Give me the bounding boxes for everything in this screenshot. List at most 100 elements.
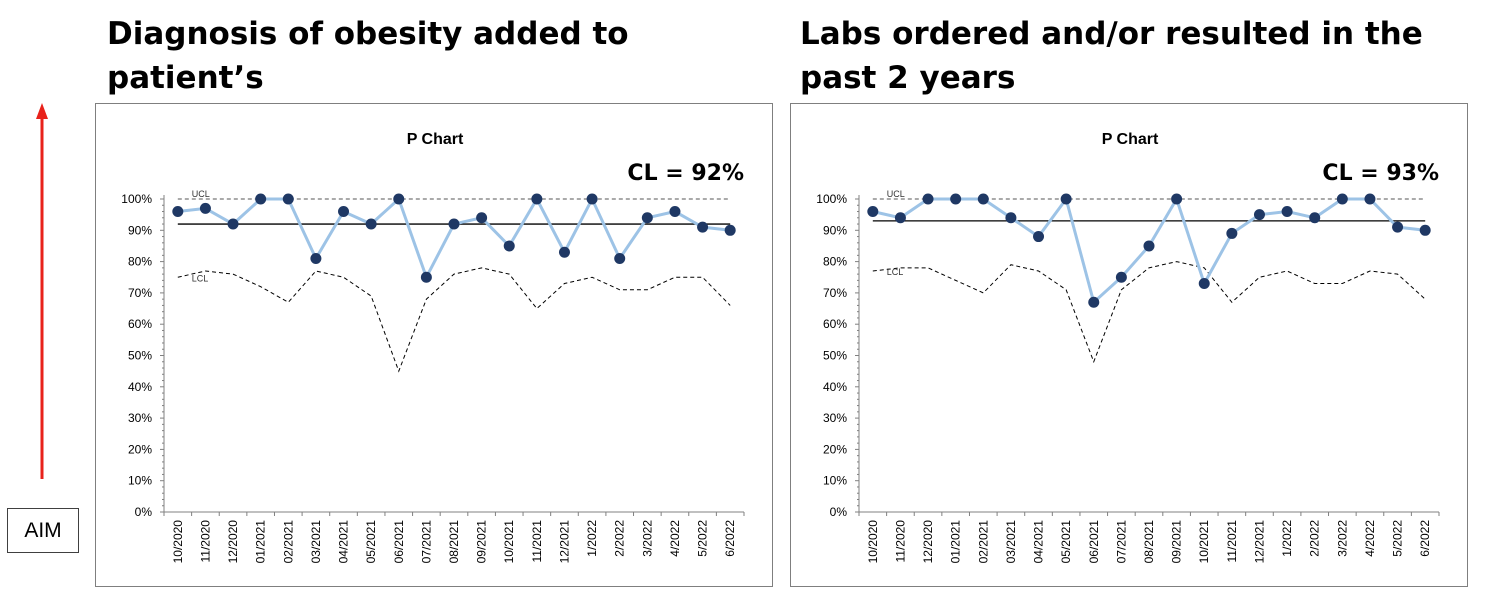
x-tick-label: 1/2022 [585, 520, 599, 557]
data-point [1033, 231, 1045, 243]
x-tick-label: 02/2021 [281, 520, 295, 564]
x-tick-label: 12/2020 [226, 520, 240, 564]
y-tick-label: 60% [128, 317, 152, 331]
y-tick-label: 0% [135, 505, 153, 519]
data-point [476, 212, 488, 224]
y-tick-label: 70% [823, 286, 847, 300]
p-chart-labs: P Chart CL = 93% 0% 10% 20% 30% 40% 50% 60% 70% 80… [790, 103, 1468, 587]
x-tick-label: 06/2021 [1087, 520, 1101, 564]
data-point [558, 246, 570, 258]
data-point [310, 252, 322, 264]
x-tick-label: 2/2022 [613, 520, 627, 557]
data-point [1171, 193, 1183, 205]
data-point [1419, 224, 1431, 236]
cl-label: CL = 92% [627, 161, 744, 186]
y-tick-label: 100% [816, 192, 847, 206]
panel-title-labs: Labs ordered and/or resulted in the past… [800, 16, 1423, 96]
x-tick-label: 12/2020 [921, 520, 935, 564]
aim-arrow-icon [36, 103, 48, 479]
y-tick-label: 80% [823, 255, 847, 269]
x-tick-label: 1/2022 [1280, 520, 1294, 557]
y-tick-label: 70% [128, 286, 152, 300]
data-point [1143, 240, 1155, 252]
y-tick-label: 50% [823, 349, 847, 363]
lcl-label: LCL [192, 273, 209, 283]
y-tick-label: 10% [823, 474, 847, 488]
data-point [894, 212, 906, 224]
lcl-line [177, 267, 731, 373]
x-tick-label: 07/2021 [1114, 520, 1128, 564]
x-tick-label: 3/2022 [640, 520, 654, 557]
lcl-label: LCL [887, 267, 904, 277]
data-point [1005, 212, 1017, 224]
x-tick-label: 5/2022 [1391, 520, 1405, 557]
data-point [1253, 209, 1265, 221]
x-tick-label: 5/2022 [696, 520, 710, 557]
y-tick-label: 30% [128, 411, 152, 425]
data-point [1060, 193, 1072, 205]
ucl-label: UCL [192, 189, 210, 199]
x-tick-label: 01/2021 [949, 520, 963, 564]
x-tick-label: 10/2021 [502, 520, 516, 564]
x-tick-label: 2/2022 [1308, 520, 1322, 557]
y-tick-label: 20% [128, 442, 152, 456]
data-point [669, 206, 681, 218]
data-point [950, 193, 962, 205]
x-tick-label: 05/2021 [1059, 520, 1073, 564]
data-point [1364, 193, 1376, 205]
data-point [697, 221, 709, 233]
data-point [172, 206, 184, 218]
x-tick-label: 04/2021 [1032, 520, 1046, 564]
data-point [1198, 278, 1210, 290]
data-point [1226, 227, 1238, 239]
x-tick-label: 4/2022 [1363, 520, 1377, 557]
data-point [1088, 296, 1100, 308]
data-point [420, 271, 432, 283]
x-tick-label: 6/2022 [723, 520, 737, 557]
data-point [614, 252, 626, 264]
x-tick-label: 09/2021 [475, 520, 489, 564]
data-point [282, 193, 294, 205]
x-tick-label: 02/2021 [976, 520, 990, 564]
data-point [922, 193, 934, 205]
x-tick-label: 6/2022 [1418, 520, 1432, 557]
y-tick-label: 40% [823, 380, 847, 394]
data-point [448, 218, 460, 230]
data-point [867, 206, 879, 218]
x-tick-label: 10/2020 [866, 520, 880, 564]
x-tick-label: 12/2021 [1252, 520, 1266, 564]
x-tick-label: 12/2021 [557, 520, 571, 564]
data-point [199, 202, 211, 214]
data-point [1392, 221, 1404, 233]
y-tick-label: 100% [121, 192, 152, 206]
x-tick-label: 3/2022 [1335, 520, 1349, 557]
x-tick-label: 05/2021 [364, 520, 378, 564]
data-point [1281, 206, 1293, 218]
data-point [255, 193, 267, 205]
x-tick-label: 09/2021 [1170, 520, 1184, 564]
x-tick-label: 10/2020 [171, 520, 185, 564]
aim-label: AIM [7, 508, 79, 553]
x-tick-label: 03/2021 [1004, 520, 1018, 564]
x-tick-label: 03/2021 [309, 520, 323, 564]
p-chart-diagnosis-plot: P Chart CL = 92% 0% 10% 20% 30% 40% 50% 60% 70% 80… [121, 131, 745, 564]
lcl-line [872, 261, 1426, 364]
x-tick-label: 4/2022 [668, 520, 682, 557]
y-tick-label: 90% [823, 223, 847, 237]
y-tick-label: 60% [823, 317, 847, 331]
data-point [365, 218, 377, 230]
y-tick-label: 50% [128, 349, 152, 363]
y-tick-label: 10% [128, 474, 152, 488]
data-point [1309, 212, 1321, 224]
y-tick-label: 40% [128, 380, 152, 394]
data-point [1115, 271, 1127, 283]
x-tick-label: 08/2021 [1142, 520, 1156, 564]
data-point [586, 193, 598, 205]
x-tick-label: 11/2021 [1225, 520, 1239, 563]
x-tick-label: 01/2021 [254, 520, 268, 564]
chart-title: P Chart [407, 131, 464, 148]
data-point [338, 206, 350, 218]
p-chart-diagnosis: P Chart CL = 92% 0% 10% 20% 30% 40% 50% 60% 70% 80… [95, 103, 773, 587]
y-tick-label: 30% [823, 411, 847, 425]
data-point [531, 193, 543, 205]
